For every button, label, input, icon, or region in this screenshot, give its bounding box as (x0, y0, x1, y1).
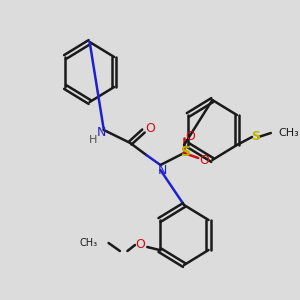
Text: O: O (199, 154, 209, 166)
Text: CH₃: CH₃ (79, 238, 97, 248)
Text: S: S (181, 145, 191, 159)
Text: S: S (251, 130, 260, 142)
Text: N: N (158, 164, 167, 178)
Text: H: H (89, 135, 98, 145)
Text: O: O (136, 238, 146, 251)
Text: O: O (145, 122, 155, 136)
Text: CH₃: CH₃ (278, 128, 299, 138)
Text: O: O (185, 130, 195, 142)
Text: N: N (97, 127, 106, 140)
